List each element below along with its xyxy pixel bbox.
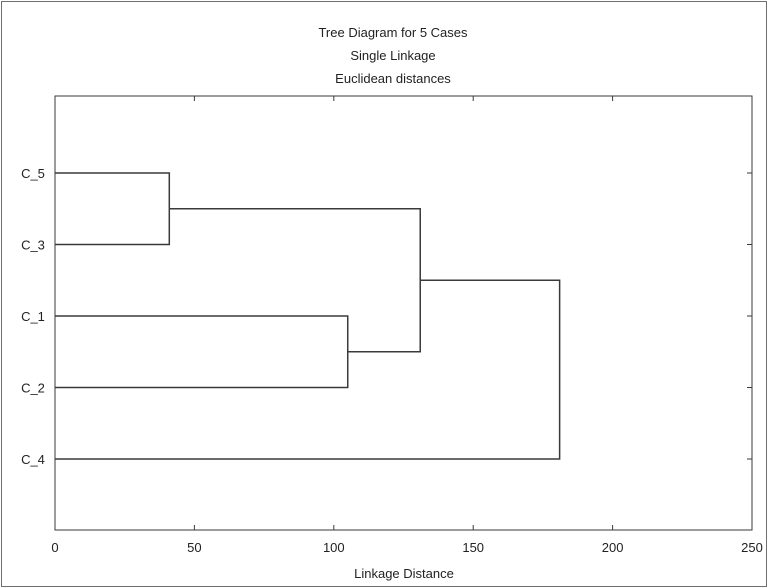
dendrogram-link xyxy=(55,315,349,389)
x-axis-label: Linkage Distance xyxy=(354,566,454,581)
x-tick-labels: 0 50 100 150 200 250 xyxy=(51,540,762,555)
chart-title: Tree Diagram for 5 Cases Single Linkage … xyxy=(318,25,468,86)
x-tick-label: 100 xyxy=(323,540,345,555)
x-tick-label: 200 xyxy=(602,540,624,555)
x-tick-label: 50 xyxy=(187,540,201,555)
case-label: C_1 xyxy=(21,309,45,324)
title-line-1: Tree Diagram for 5 Cases xyxy=(318,25,468,40)
dendrogram-links xyxy=(55,172,561,460)
tick-marks xyxy=(54,96,753,530)
title-line-2: Single Linkage xyxy=(350,48,435,63)
case-label: C_3 xyxy=(21,238,45,253)
x-tick-label: 150 xyxy=(462,540,484,555)
dendrogram-link xyxy=(55,172,171,246)
case-label: C_4 xyxy=(21,452,45,467)
case-labels: C_5 C_3 C_1 C_2 C_4 xyxy=(21,166,45,467)
x-tick-label: 250 xyxy=(741,540,763,555)
x-tick-label: 0 xyxy=(51,540,58,555)
plot-area xyxy=(54,95,753,531)
case-label: C_2 xyxy=(21,381,45,396)
case-label: C_5 xyxy=(21,166,45,181)
title-line-3: Euclidean distances xyxy=(335,71,451,86)
dendrogram-link xyxy=(169,208,421,353)
dendrogram-link xyxy=(55,279,561,460)
